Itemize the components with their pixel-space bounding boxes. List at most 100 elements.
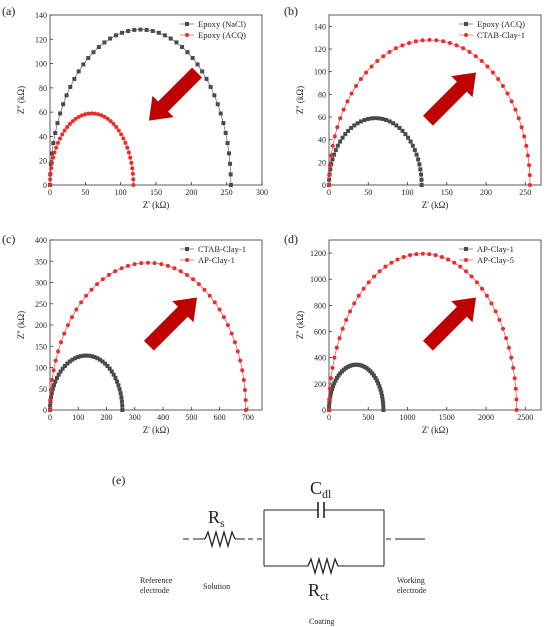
data-point-square [374,378,379,383]
data-point-square [103,361,108,366]
rct-label: Rct [308,580,329,603]
y-tick-label: 250 [35,300,47,309]
data-point-circle [352,301,357,306]
data-point-circle [92,111,97,116]
data-point-square [376,116,381,121]
panel-label: (d) [284,232,298,246]
data-point-square [115,379,120,384]
data-point-square [223,130,228,135]
data-point-circle [69,315,74,320]
data-point-circle [221,315,226,320]
series-line [328,253,517,411]
data-point-square [108,36,113,41]
data-point-circle [427,252,432,257]
data-point-square [56,372,61,377]
data-point-circle [400,43,405,48]
data-point-square [156,30,161,35]
data-point-square [204,76,209,81]
data-point-circle [338,116,343,121]
data-point-circle [114,125,119,130]
data-point-square [120,30,125,35]
data-point-square [91,50,96,55]
data-point-square [373,375,378,380]
x-tick-label: 100 [115,188,127,197]
data-point-circle [126,263,131,268]
data-point-square [86,56,91,61]
data-point-square [174,40,179,45]
data-point-circle [67,121,72,126]
data-point-square [406,135,411,140]
data-point-square [333,378,338,383]
x-tick-label: 200 [480,188,492,197]
y-tick-label: 350 [35,257,47,266]
data-point-circle [330,143,335,148]
data-point-circle [420,38,425,43]
x-tick-label: 300 [256,188,268,197]
data-point-circle [327,408,331,412]
data-point-square [64,93,69,98]
data-point-square [221,121,226,126]
data-point-circle [48,408,52,412]
legend-entry: Epoxy (NaCl) [198,19,246,29]
series-line [49,29,232,186]
data-point-circle [420,251,425,256]
data-point-square [328,167,333,172]
y-tick-label: 150 [35,342,47,351]
data-point-circle [95,282,100,287]
data-point-square [111,372,116,377]
data-point-circle [433,253,438,258]
data-point-circle [356,293,361,298]
data-point-circle [514,397,519,402]
data-point-square [332,152,337,157]
data-point-circle [178,269,183,274]
data-point-square [330,157,335,162]
data-point-square [67,359,72,364]
rs-label: Rs [208,507,225,530]
data-point-circle [53,358,58,363]
data-point-circle [479,59,484,64]
data-point-square [98,357,103,362]
data-point-circle [381,54,386,59]
data-point-square [343,366,348,371]
x-tick-label: 50 [364,188,372,197]
data-point-circle [389,260,394,265]
legend-entry: Epoxy (ACQ) [198,30,246,40]
y-tick-label: 100 [35,60,47,69]
data-point-circle [332,134,337,139]
y-tick-label: 80 [318,90,326,99]
data-point-circle [387,49,392,54]
data-point-square [109,369,114,374]
data-point-circle [60,132,65,137]
y-tick-label: 800 [314,301,326,310]
data-point-square [227,151,232,156]
y-axis-label: Z'' (kΩ) [16,311,26,339]
data-point-circle [408,253,413,258]
data-point-square [381,404,386,409]
data-point-square [400,128,405,133]
data-point-circle [58,340,63,345]
data-point-square [377,384,382,389]
data-point-square [362,364,367,369]
legend-marker-square [185,22,189,26]
data-point-circle [337,336,342,341]
data-point-square [397,125,402,130]
data-point-circle [207,293,212,298]
data-point-circle [89,287,94,292]
data-point-circle [100,277,105,282]
data-point-circle [413,39,418,44]
data-point-circle [119,266,124,271]
data-point-circle [217,307,222,312]
data-point-circle [434,38,439,43]
data-point-circle [334,345,339,350]
data-point-square [387,119,392,124]
nyquist-panel-d: 0 500 1000 1500 2000 2500 0 200 400 600 800 1000 120… [284,232,542,435]
panel-label: (c) [2,232,15,246]
data-point-circle [427,37,432,42]
data-point-circle [241,378,246,383]
data-point-square [379,390,384,395]
y-tick-label: 200 [35,321,47,330]
data-point-square [369,116,374,121]
x-axis-label: Z' (kΩ) [422,200,449,210]
trend-arrow-icon [422,297,477,351]
data-point-circle [441,39,446,44]
